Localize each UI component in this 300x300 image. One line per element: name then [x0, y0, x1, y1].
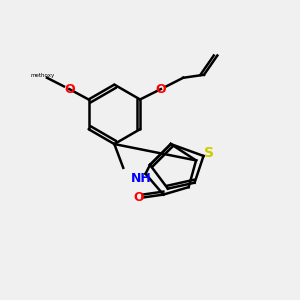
Text: NH: NH: [131, 172, 152, 185]
Text: O: O: [156, 82, 166, 96]
Text: O: O: [64, 82, 75, 96]
Text: S: S: [204, 146, 214, 160]
Text: O: O: [134, 191, 144, 204]
Text: methoxy: methoxy: [30, 73, 55, 78]
